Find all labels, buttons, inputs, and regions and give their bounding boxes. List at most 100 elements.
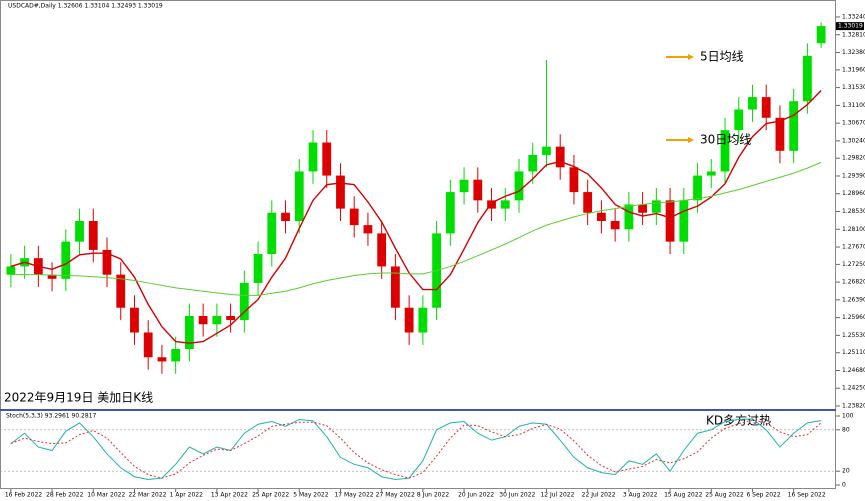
candle-body	[445, 192, 455, 234]
price-tag	[836, 22, 864, 31]
x-tick-label: 1 Apr 2022	[170, 492, 203, 499]
candle-body	[418, 307, 428, 333]
candle-body	[706, 171, 716, 176]
candle-body	[75, 220, 84, 242]
series-line	[10, 161, 822, 296]
candle-body	[597, 212, 606, 221]
candle-body	[171, 349, 181, 362]
candle-body	[748, 97, 757, 110]
candle-body	[267, 212, 277, 255]
candle-body	[130, 307, 139, 333]
candle-body	[6, 266, 16, 275]
candle-body	[157, 357, 167, 362]
candle-body	[803, 55, 812, 102]
x-tick-label: 16 Feb 2022	[5, 492, 43, 499]
candle-body	[88, 220, 98, 250]
candle-body	[555, 146, 565, 168]
series-line	[10, 418, 822, 480]
candle-body	[404, 307, 414, 333]
candle-body	[651, 200, 661, 213]
candle-body	[143, 332, 153, 358]
y-tick-label: 1.32380	[842, 49, 865, 56]
x-tick-label: 13 Apr 2022	[211, 492, 248, 499]
y-tick-label: 100	[842, 413, 854, 420]
y-tick-label: 80	[842, 426, 850, 433]
candle-body	[308, 142, 318, 172]
x-tick-label: 12 Jul 2022	[540, 492, 574, 499]
y-tick-label: 1.28100	[842, 226, 865, 233]
candle-body	[761, 97, 771, 118]
price-tag-label: 1.33019	[838, 23, 863, 30]
candle-body	[363, 225, 373, 234]
x-tick-label: 20 Jun 2022	[458, 492, 494, 499]
candle-body	[239, 282, 249, 321]
y-tick-label: 1.24250	[842, 385, 865, 392]
x-tick-label: 22 Mar 2022	[128, 492, 166, 499]
candle-body	[47, 274, 57, 279]
x-tick-label: 3 Aug 2022	[623, 492, 658, 499]
y-tick-label: 1.30670	[842, 120, 865, 127]
x-tick-label: 6 Sep 2022	[746, 492, 780, 499]
y-tick-label: 1.23820	[842, 403, 865, 410]
y-tick-label: 1.26390	[842, 296, 865, 303]
candle-body	[281, 212, 290, 221]
candle-body	[816, 26, 826, 44]
y-tick-label: 1.24680	[842, 367, 865, 374]
stoch-title: Stoch(5,3,3) 93.2961 90.2817	[6, 413, 97, 420]
x-tick-label: 30 Jun 2022	[499, 492, 535, 499]
candle-body	[253, 254, 263, 283]
candle-body	[775, 117, 785, 151]
legend-label: 30日均线	[700, 133, 751, 147]
y-tick-label: 1.25960	[842, 314, 865, 321]
y-tick-label: 1.27250	[842, 261, 865, 268]
y-tick-label: 0	[842, 482, 846, 489]
candle-body	[116, 274, 126, 308]
candle-body	[693, 175, 702, 201]
candle-body	[459, 179, 469, 193]
candle-body	[487, 200, 496, 209]
candle-body	[61, 241, 71, 279]
legend-arrowhead	[688, 54, 694, 60]
candle-body	[610, 220, 620, 230]
candle-body	[665, 200, 675, 242]
candle-body	[638, 204, 647, 213]
candle-body	[185, 315, 194, 350]
x-tick-label: 25 Apr 2022	[252, 492, 289, 499]
candle-body	[349, 208, 359, 226]
y-tick-label: 1.31100	[842, 102, 865, 109]
y-tick-label: 1.29820	[842, 155, 865, 162]
y-tick-label: 20	[842, 468, 850, 475]
y-tick-label: 1.30240	[842, 137, 865, 144]
x-tick-label: 27 May 2022	[376, 492, 415, 499]
y-tick-label: 1.32810	[842, 31, 865, 38]
y-tick-label: 1.28530	[842, 208, 865, 215]
candle-body	[569, 167, 579, 193]
candle-body	[734, 109, 744, 131]
annotation: 2022年9月19日 美加日K线	[4, 391, 153, 405]
candle-body	[377, 233, 387, 267]
candle-body	[336, 175, 345, 209]
x-tick-label: 5 May 2022	[293, 492, 328, 499]
y-tick-label: 1.33240	[842, 14, 865, 21]
candle-body	[789, 101, 799, 151]
candle-body	[542, 146, 551, 155]
x-tick-label: 10 Mar 2022	[87, 492, 125, 499]
y-tick-label: 1.25110	[842, 349, 865, 356]
candle-body	[624, 204, 634, 230]
y-tick-label: 1.26820	[842, 279, 865, 286]
candle-body	[322, 142, 332, 176]
y-tick-label: 1.28960	[842, 190, 865, 197]
y-tick-label: 1.31530	[842, 84, 865, 91]
candle-body	[212, 315, 222, 325]
candle-body	[720, 130, 730, 172]
legend-arrowhead	[688, 137, 694, 143]
candle-body	[528, 154, 538, 172]
x-tick-label: 25 Aug 2022	[705, 492, 744, 499]
x-tick-label: 16 Sep 2022	[788, 492, 826, 499]
legend-label: 5日均线	[700, 50, 744, 64]
y-tick-label: 1.27670	[842, 244, 865, 251]
candle-body	[583, 192, 593, 213]
x-tick-label: 15 Aug 2022	[664, 492, 703, 499]
candle-body	[473, 179, 483, 201]
